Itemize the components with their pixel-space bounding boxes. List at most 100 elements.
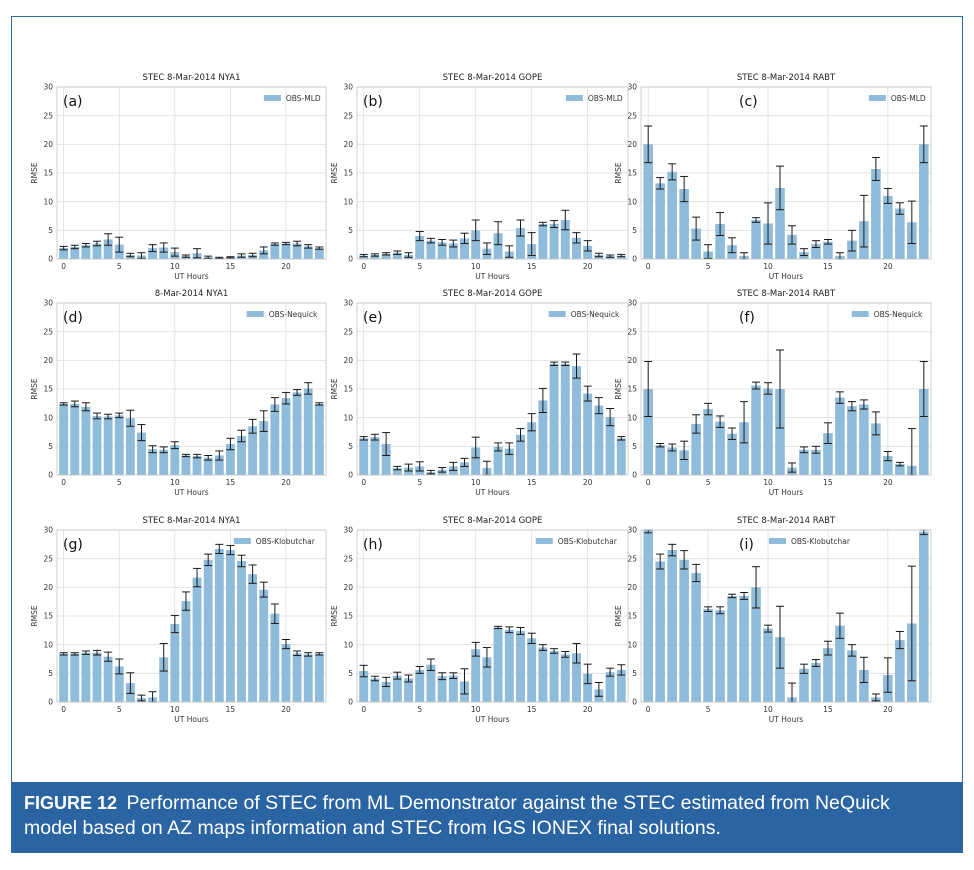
chart-2-errorbar-23 bbox=[919, 125, 928, 164]
chart-4-bar-1 bbox=[370, 437, 380, 475]
chart-2-bar-11 bbox=[775, 187, 785, 259]
chart-1-errorbar-23 bbox=[617, 253, 626, 258]
chart-4-bar-13 bbox=[504, 448, 514, 475]
chart-2-ytick-0: 0 bbox=[632, 255, 637, 264]
chart-7-bar-22 bbox=[605, 672, 615, 702]
chart-3-bar-21 bbox=[292, 392, 302, 475]
chart-5-bar-21 bbox=[895, 464, 905, 475]
chart-0-errorbar-0 bbox=[59, 245, 68, 251]
chart-0-bar-18 bbox=[259, 250, 269, 259]
chart-8-bar-9 bbox=[751, 587, 761, 702]
chart-5-ytick-5: 25 bbox=[627, 327, 637, 336]
chart-7-bar-16 bbox=[538, 647, 548, 702]
chart-0-errorbar-21 bbox=[293, 240, 302, 247]
chart-7-panel-letter: (h) bbox=[363, 537, 383, 553]
chart-2-errorbar-1 bbox=[656, 177, 665, 190]
chart-1-errorbar-14 bbox=[516, 219, 525, 237]
chart-8-errorbar-18 bbox=[859, 656, 868, 684]
chart-0-errorbar-7 bbox=[137, 252, 146, 259]
chart-6-xtick-0: 0 bbox=[61, 705, 66, 714]
chart-5-errorbar-1 bbox=[656, 442, 665, 448]
chart-6-bar-16 bbox=[237, 560, 246, 702]
chart-3-errorbar-9 bbox=[159, 446, 168, 454]
chart-8-bar-3 bbox=[679, 559, 689, 702]
chart-1-bar-0 bbox=[359, 255, 369, 259]
chart-6-bar-5 bbox=[114, 666, 124, 702]
chart-4-title: STEC 8-Mar-2014 GOPE bbox=[443, 289, 543, 299]
chart-7-errorbar-14 bbox=[516, 626, 525, 635]
chart-5-errorbar-8 bbox=[740, 401, 749, 444]
chart-4-ytick-0: 0 bbox=[348, 471, 353, 480]
chart-6-errorbar-17 bbox=[248, 564, 257, 584]
chart-6-errorbar-19 bbox=[270, 603, 279, 624]
chart-5-errorbar-18 bbox=[859, 399, 868, 410]
chart-7-ytick-2: 10 bbox=[343, 640, 353, 649]
chart-6-bar-2 bbox=[81, 652, 91, 702]
chart-0-xtick-2: 10 bbox=[170, 262, 180, 271]
chart-4-errorbar-22 bbox=[606, 407, 615, 427]
chart-6-bar-19 bbox=[270, 613, 280, 702]
chart-8-axes-frame bbox=[640, 529, 932, 703]
chart-6-ytick-5: 25 bbox=[43, 554, 53, 563]
chart-8-errorbar-19 bbox=[871, 693, 880, 702]
caption-text: Performance of STEC from ML Demonstrator… bbox=[24, 792, 890, 839]
chart-5-ylabel: RMSE bbox=[614, 378, 623, 399]
chart-0-errorbar-23 bbox=[315, 246, 324, 250]
chart-2-bar-6 bbox=[715, 224, 725, 259]
chart-3-ytick-4: 20 bbox=[43, 356, 53, 365]
chart-5-bar-13 bbox=[799, 449, 809, 475]
chart-4-errorbar-15 bbox=[527, 413, 536, 432]
chart-1-bar-14 bbox=[516, 228, 525, 259]
chart-7-bar-10 bbox=[471, 649, 481, 702]
chart-8-bar-0 bbox=[643, 530, 653, 702]
chart-6-errorbar-0 bbox=[59, 652, 68, 656]
chart-5-ytick-3: 15 bbox=[627, 385, 637, 394]
chart-1-bar-10 bbox=[471, 230, 481, 259]
chart-5-bar-10 bbox=[763, 388, 773, 475]
chart-4-bar-9 bbox=[460, 462, 469, 475]
chart-6-panel-letter: (g) bbox=[63, 537, 83, 553]
chart-3-bar-13 bbox=[203, 457, 213, 475]
chart-4-bar-21 bbox=[594, 405, 604, 475]
chart-6-errorbar-14 bbox=[215, 543, 224, 555]
chart-1-legend-swatch bbox=[565, 95, 583, 101]
chart-0-errorbar-1 bbox=[70, 244, 79, 250]
chart-6-bar-3 bbox=[92, 652, 102, 702]
chart-5-ytick-0: 0 bbox=[632, 471, 637, 480]
chart-8-errorbar-15 bbox=[823, 640, 832, 656]
chart-5-xtick-3: 15 bbox=[823, 478, 833, 487]
chart-1-errorbar-19 bbox=[572, 232, 581, 244]
chart-8-ytick-4: 20 bbox=[627, 583, 637, 592]
chart-1-xtick-3: 15 bbox=[527, 262, 537, 271]
chart-4-xtick-0: 0 bbox=[361, 478, 366, 487]
chart-8-errorbar-10 bbox=[764, 624, 773, 633]
chart-3-errorbar-8 bbox=[148, 445, 157, 454]
chart-2-errorbar-11 bbox=[776, 165, 785, 211]
chart-2-bar-0 bbox=[643, 144, 653, 259]
chart-5-bar-3 bbox=[679, 450, 689, 475]
chart-8-errorbar-7 bbox=[728, 593, 737, 599]
chart-0-errorbar-14 bbox=[215, 256, 224, 259]
chart-1-title: STEC 8-Mar-2014 GOPE bbox=[443, 73, 543, 83]
chart-6-bar-18 bbox=[259, 589, 269, 702]
chart-7-bar-18 bbox=[560, 654, 570, 702]
chart-0-bar-4 bbox=[103, 239, 113, 259]
chart-0-ytick-2: 10 bbox=[43, 197, 53, 206]
chart-7-errorbar-10 bbox=[471, 641, 480, 657]
chart-0-xtick-3: 15 bbox=[226, 262, 236, 271]
chart-1-errorbar-4 bbox=[404, 252, 413, 258]
chart-2-errorbar-0 bbox=[644, 125, 653, 164]
chart-3-errorbar-19 bbox=[270, 397, 279, 412]
chart-4-xtick-4: 20 bbox=[583, 478, 593, 487]
chart-4-bar-2 bbox=[381, 444, 391, 475]
chart-0-bar-20 bbox=[281, 243, 291, 259]
chart-0-xtick-0: 0 bbox=[61, 262, 66, 271]
chart-3-errorbar-7 bbox=[137, 424, 146, 442]
chart-1-xtick-0: 0 bbox=[361, 262, 366, 271]
chart-6-xtick-4: 20 bbox=[281, 705, 291, 714]
chart-5-errorbar-15 bbox=[823, 422, 832, 444]
chart-3-ytick-1: 5 bbox=[48, 442, 53, 451]
chart-7-errorbar-0 bbox=[359, 664, 368, 678]
chart-7-errorbar-12 bbox=[494, 625, 503, 630]
chart-6-errorbar-4 bbox=[104, 651, 113, 662]
